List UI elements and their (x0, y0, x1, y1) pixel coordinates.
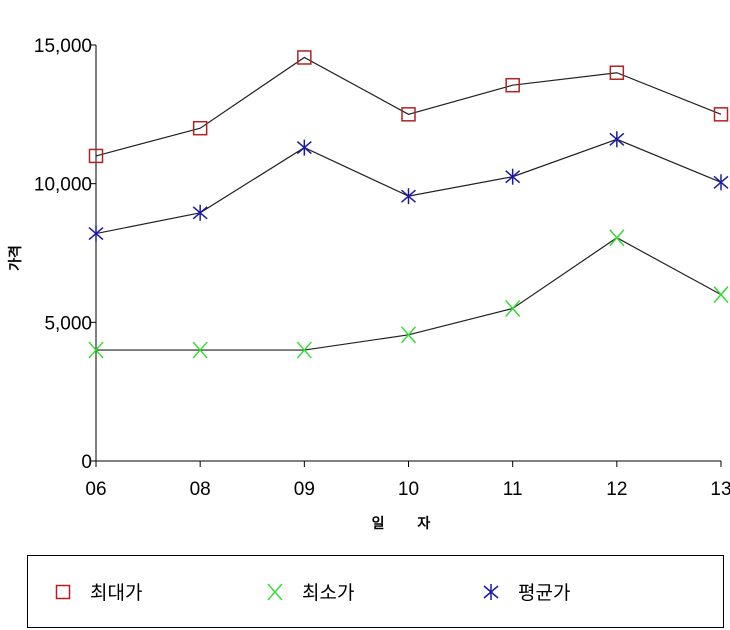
legend-marker (267, 583, 283, 600)
data-point-asterisk (609, 131, 625, 148)
legend-marker-x-icon (267, 583, 283, 600)
legend-item-asterisk: 평균가 (480, 556, 570, 627)
data-point-square (192, 120, 208, 136)
legend-marker (483, 583, 499, 600)
data-point-x (88, 341, 104, 359)
series-line-square (95, 56, 722, 157)
x-tick-label: 12 (606, 479, 627, 500)
series-line-x (96, 237, 722, 351)
y-tick-label: 10,000 (34, 175, 92, 196)
legend-marker-square-icon (55, 584, 71, 599)
legend-label: 평균가 (518, 582, 571, 604)
data-point-square (505, 77, 520, 93)
data-point-asterisk (401, 188, 416, 205)
series-layer (88, 50, 729, 359)
data-point-asterisk (505, 168, 521, 185)
y-axis-title: 가격 (7, 245, 24, 271)
data-point-asterisk (713, 174, 729, 191)
legend-label: 최소가 (302, 582, 355, 604)
data-point-square (713, 107, 729, 122)
data-point-x (192, 341, 208, 359)
data-point-asterisk (88, 225, 104, 242)
line-chart: 0 5,000 10,000 15,000 06 08 09 10 11 12 13 일 자 가격 (7, 36, 730, 532)
y-tick-label: 15,000 (34, 36, 92, 57)
data-point-square (88, 148, 104, 164)
data-point-x (713, 286, 729, 304)
data-point-square (401, 107, 416, 122)
legend-label: 최대가 (90, 582, 143, 604)
legend-item-square: 최대가 (52, 556, 142, 627)
legend-marker (55, 584, 71, 599)
data-point-square (609, 65, 625, 80)
data-point-asterisk (192, 204, 208, 221)
legend-marker-asterisk-icon (483, 583, 499, 600)
y-tick-label: 5,000 (44, 313, 92, 334)
data-point-x (505, 299, 521, 317)
x-tick-label: 08 (190, 479, 211, 500)
x-tick-label: 11 (503, 479, 523, 500)
x-tick-label: 09 (294, 479, 315, 500)
legend: 최대가 최소가 평균가 (27, 555, 724, 628)
x-tick-label: 13 (710, 479, 730, 500)
y-tick-label: 0 (81, 452, 92, 473)
legend-item-x: 최소가 (264, 556, 354, 627)
data-point-x (400, 326, 417, 344)
x-axis-title: 일 자 (372, 516, 445, 532)
data-point-asterisk (296, 139, 312, 156)
x-tick-label: 06 (85, 479, 106, 500)
data-point-square (297, 50, 312, 65)
series-line-asterisk (95, 138, 722, 235)
y-axis: 0 5,000 10,000 15,000 (34, 36, 97, 473)
x-axis: 06 08 09 10 11 12 13 (85, 460, 730, 500)
data-point-x (296, 341, 312, 359)
x-tick-label: 10 (398, 479, 419, 500)
data-point-x (609, 229, 625, 247)
